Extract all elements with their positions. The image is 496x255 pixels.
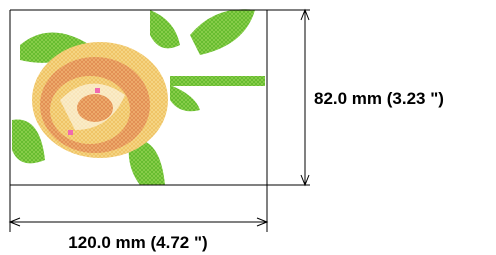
embroidery-design xyxy=(12,9,265,185)
height-label: 82.0 mm (3.23 ") xyxy=(314,89,444,108)
design-preview: 82.0 mm (3.23 ") 120.0 mm (4.72 ") xyxy=(0,0,496,255)
width-label: 120.0 mm (4.72 ") xyxy=(68,233,207,252)
